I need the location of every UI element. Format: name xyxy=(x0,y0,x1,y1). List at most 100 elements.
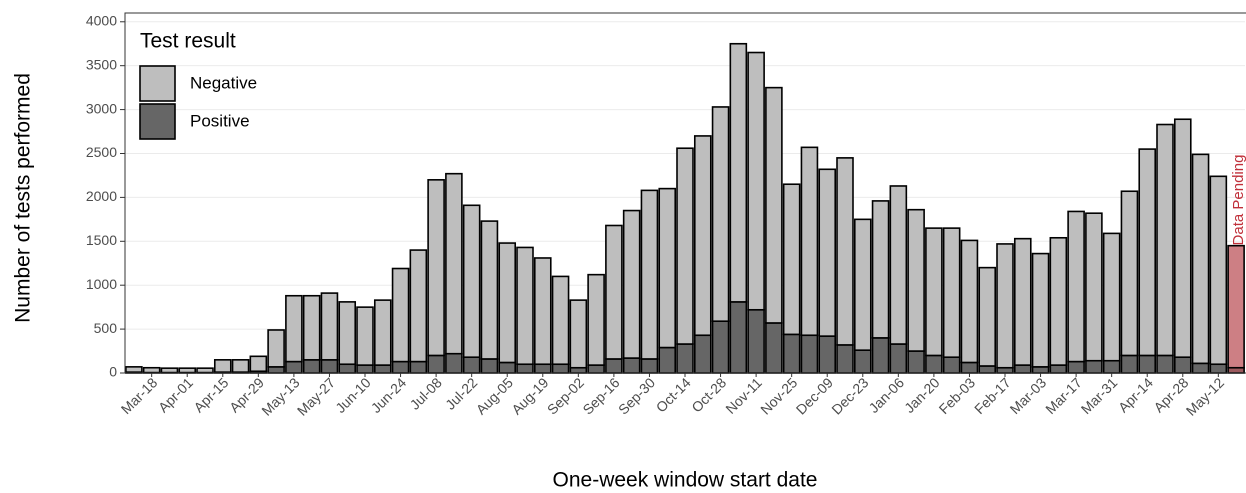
x-tick-label: Jun-10 xyxy=(332,374,374,416)
bar-segment xyxy=(1120,354,1139,374)
bar-segment xyxy=(391,267,410,363)
bar-segment xyxy=(1085,212,1103,362)
x-tick-label: Oct-14 xyxy=(653,374,694,415)
bar-segment xyxy=(996,243,1014,369)
bar-segment xyxy=(338,363,357,374)
bar-segment xyxy=(462,204,481,358)
x-tick-label: Sep-02 xyxy=(544,374,587,417)
x-tick-label: May-27 xyxy=(294,374,338,418)
bar-segment xyxy=(765,86,783,324)
bar-segment xyxy=(1227,244,1245,369)
x-tick-label: Apr-15 xyxy=(190,374,231,415)
bar-segment xyxy=(658,187,677,349)
bar-segment xyxy=(391,360,410,374)
x-tick-label: Dec-09 xyxy=(793,374,836,417)
bar-segment xyxy=(925,354,943,374)
x-tick-label: Mar-03 xyxy=(1007,374,1050,417)
bar-segment xyxy=(605,224,623,360)
bar-segment xyxy=(587,364,605,374)
bar-segment xyxy=(356,306,374,366)
bar-segment xyxy=(942,356,961,374)
bar-segment xyxy=(302,294,321,361)
bar-segment xyxy=(605,358,623,374)
bar-segment xyxy=(800,146,819,337)
legend: Test result Negative Positive xyxy=(139,30,257,140)
bar-segment xyxy=(729,42,748,303)
x-axis-title: One-week window start date xyxy=(553,469,818,492)
x-tick-label: Sep-30 xyxy=(615,374,658,417)
bar-segment xyxy=(267,329,285,368)
bar-segment xyxy=(213,359,232,373)
bar-segment xyxy=(729,301,748,374)
bar-segment xyxy=(1067,210,1085,363)
y-tick-label: 1000 xyxy=(86,276,117,292)
bar-segment xyxy=(925,227,943,357)
bar-segment xyxy=(836,157,854,346)
bar-segment xyxy=(498,361,517,374)
bar-segment xyxy=(445,352,463,374)
bar-segment xyxy=(693,135,712,337)
bar-segment xyxy=(231,359,250,373)
x-tick-label: Jan-20 xyxy=(901,374,943,416)
bar-segment xyxy=(409,360,428,374)
bar-segment xyxy=(1173,118,1192,358)
bar-segment xyxy=(1156,354,1174,374)
panel-border xyxy=(124,12,1246,374)
bar-segment xyxy=(640,189,659,360)
bar-segment xyxy=(1191,153,1210,365)
bar-segment xyxy=(533,257,552,366)
bar-segment xyxy=(640,358,659,374)
legend-swatch xyxy=(139,65,176,102)
bar-segment xyxy=(782,333,801,374)
bar-segment xyxy=(818,335,837,374)
x-tick-label: Jul-08 xyxy=(407,374,445,412)
bar-segment xyxy=(320,359,339,374)
bar-segment xyxy=(853,218,872,351)
legend-swatch xyxy=(139,103,176,140)
bar-segment xyxy=(373,299,392,366)
bar-segment xyxy=(800,334,819,374)
bar-segment xyxy=(1209,175,1228,366)
bar-segment xyxy=(871,200,890,339)
bar-segment xyxy=(907,350,925,374)
bar-segment xyxy=(978,365,997,374)
bar-segment xyxy=(1120,190,1139,357)
bar-segment xyxy=(853,349,872,374)
bar-segment xyxy=(516,363,534,374)
x-tick-label: Feb-03 xyxy=(936,374,979,417)
bar-segment xyxy=(782,183,801,336)
bar-segment xyxy=(445,172,463,355)
x-tick-label: Mar-18 xyxy=(118,374,161,417)
x-tick-label: Sep-16 xyxy=(579,374,622,417)
y-tick-label: 500 xyxy=(94,320,118,336)
bar-segment xyxy=(569,299,588,369)
bar-segment xyxy=(693,334,712,374)
x-tick-label: Jun-24 xyxy=(368,374,410,416)
y-tick-label: 4000 xyxy=(86,12,117,28)
bar-segment xyxy=(942,227,961,358)
bar-segment xyxy=(711,106,730,322)
y-tick-label: 2500 xyxy=(86,144,117,160)
bar-segment xyxy=(1173,356,1192,374)
x-tick-label: Mar-17 xyxy=(1042,374,1085,417)
bar-segment xyxy=(622,209,641,359)
y-tick-label: 3500 xyxy=(86,56,117,72)
x-tick-label: May-12 xyxy=(1183,374,1227,418)
bar-segment xyxy=(267,366,285,374)
bar-segment xyxy=(960,361,979,374)
bar-segment xyxy=(480,220,499,360)
x-tick-label: Apr-14 xyxy=(1115,374,1156,415)
bar-segment xyxy=(676,147,694,345)
bar-segment xyxy=(1156,123,1174,357)
bar-segment xyxy=(551,363,570,374)
y-tick-label: 2000 xyxy=(86,188,117,204)
bar-segment xyxy=(747,308,765,374)
bar-segment xyxy=(871,337,890,374)
x-tick-label: Oct-28 xyxy=(688,374,729,415)
bar-segment xyxy=(978,266,997,367)
bar-segment xyxy=(551,275,570,366)
bar-segment xyxy=(142,366,161,374)
x-tick-label: Aug-05 xyxy=(473,374,516,417)
bar-segment xyxy=(409,249,428,363)
y-tick-label: 0 xyxy=(109,364,117,380)
